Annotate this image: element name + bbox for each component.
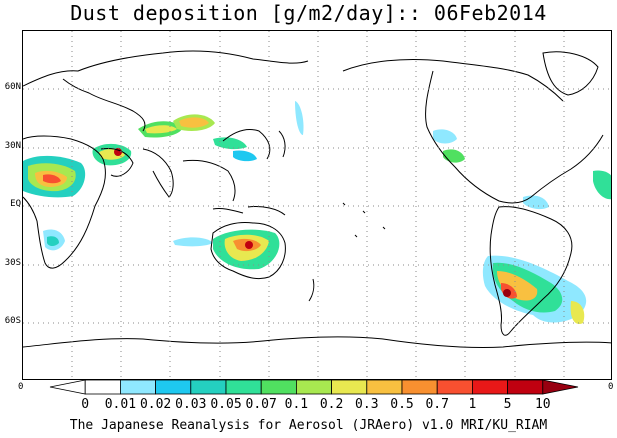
colorbar-swatch-10: [401, 379, 438, 395]
colorbar-label-12: 5: [503, 397, 512, 412]
colorbar-swatch-14: [542, 379, 579, 395]
colorbar-swatch-13: [507, 379, 544, 395]
dust-plumes: [23, 101, 611, 325]
colorbar-label-6: 0.1: [284, 397, 309, 412]
colorbar-label-1: 0.01: [104, 397, 137, 412]
colorbar-label-8: 0.3: [355, 397, 379, 412]
colorbar-label-7: 0.2: [319, 397, 344, 412]
colorbar-label-0: 0: [81, 397, 90, 412]
colorbar-swatch-0: [49, 379, 86, 395]
colorbar-swatch-1: [84, 379, 121, 395]
colorbar-swatch-12: [471, 379, 508, 395]
colorbar-swatch-5: [225, 379, 262, 395]
colorbar-swatch-2: [120, 379, 157, 395]
lat-label-3: 30S: [4, 257, 21, 268]
colorbar: [49, 379, 579, 395]
colorbar-label-10: 0.7: [425, 397, 449, 412]
colorbar-swatch-8: [331, 379, 368, 395]
colorbar-swatch-11: [436, 379, 473, 395]
colorbar-swatch-7: [295, 379, 332, 395]
lat-label-0: 60N: [4, 82, 21, 92]
colorbar-swatch-9: [366, 379, 403, 395]
colorbar-label-11: 1: [468, 397, 477, 412]
colorbar-label-2: 0.02: [139, 397, 172, 412]
colorbar-label-9: 0.5: [390, 397, 414, 412]
world-map: [23, 31, 611, 379]
lat-label-2: EQ: [10, 199, 21, 209]
footer-credit: The Japanese Reanalysis for Aerosol (JRA…: [69, 418, 548, 433]
map-frame: [22, 30, 612, 380]
colorbar-swatch-3: [155, 379, 192, 395]
lat-label-1: 30N: [4, 140, 21, 151]
left-edge-label: 0: [18, 382, 24, 392]
colorbar-swatch-6: [260, 379, 297, 395]
right-edge-label: 0: [608, 382, 614, 392]
colorbar-swatch-4: [190, 379, 227, 395]
colorbar-label-13: 10: [534, 397, 551, 412]
map-title: Dust deposition [g/m2/day]:: 06Feb2014: [70, 1, 547, 25]
coastlines: [23, 50, 611, 349]
lat-label-4: 60S: [4, 316, 21, 326]
colorbar-label-4: 0.05: [210, 397, 242, 412]
colorbar-label-5: 0.07: [245, 397, 277, 412]
colorbar-label-3: 0.03: [175, 397, 207, 412]
graticule: [23, 31, 611, 379]
